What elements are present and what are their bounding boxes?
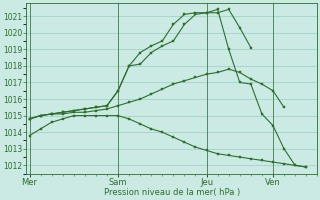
X-axis label: Pression niveau de la mer( hPa ): Pression niveau de la mer( hPa ) xyxy=(104,188,240,197)
